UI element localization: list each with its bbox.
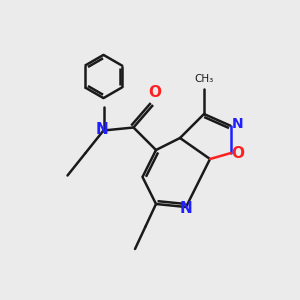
Text: O: O <box>148 85 161 100</box>
Text: N: N <box>180 201 192 216</box>
Text: N: N <box>96 122 108 137</box>
Text: O: O <box>231 146 244 160</box>
Text: N: N <box>232 118 243 131</box>
Text: CH₃: CH₃ <box>194 74 214 84</box>
